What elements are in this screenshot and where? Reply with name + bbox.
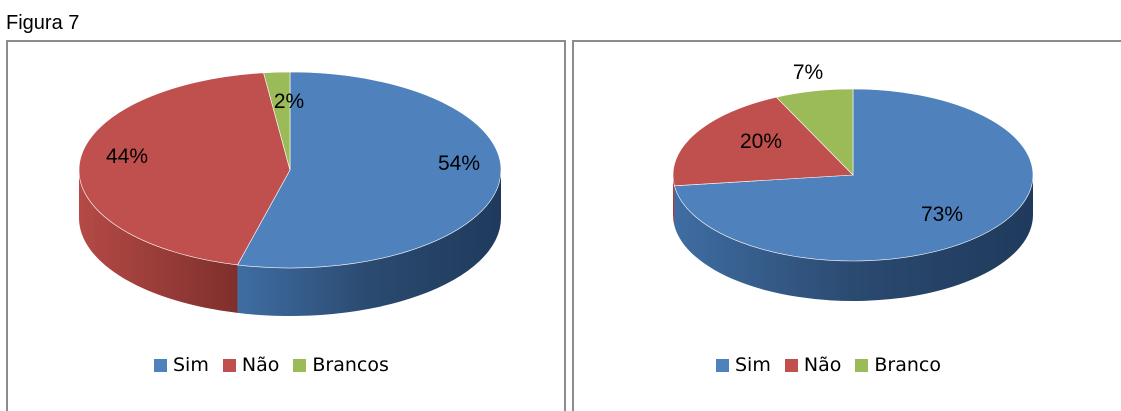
legend-right-item-sim: Sim <box>716 354 771 376</box>
legend-right-label-não: Não <box>803 354 842 376</box>
pie-right-slice-não <box>672 96 854 187</box>
pie-right-data-label-sim: 73% <box>921 203 963 226</box>
pie-right-slice-branco <box>775 88 854 176</box>
legend-right-item-não: Não <box>784 354 842 376</box>
pie-chart-left: 54% 44% 2% <box>78 71 502 316</box>
pie-left-side-sim <box>237 170 502 316</box>
legend-right-swatch-sim <box>716 358 729 372</box>
legend-left: Sim Não Brancos <box>154 354 403 376</box>
pie-right-data-label-não: 20% <box>740 130 782 153</box>
pie-chart-right: 73% 20% 7% <box>672 61 1034 302</box>
legend-left-swatch-sim <box>154 358 167 372</box>
legend-left-item-sim: Sim <box>154 354 209 376</box>
legend-right-item-branco: Branco <box>855 354 941 376</box>
chart-panel-left <box>6 40 566 411</box>
pie-left-side-não <box>79 170 238 313</box>
pie-left-slice-sim <box>237 71 502 269</box>
pie-right-side-sim <box>674 175 1033 302</box>
legend-left-label-brancos: Brancos <box>312 354 389 376</box>
legend-left-swatch-brancos <box>293 358 307 372</box>
legend-left-item-não: Não <box>222 354 280 376</box>
legend-right-label-branco: Branco <box>874 354 941 376</box>
legend-right-label-sim: Sim <box>735 354 771 376</box>
legend-left-label-sim: Sim <box>173 354 209 376</box>
pie-left-data-label-brancos: 2% <box>274 90 304 113</box>
legend-left-item-brancos: Brancos <box>293 354 389 376</box>
pie-left-slice-brancos <box>263 71 291 171</box>
legend-left-swatch-não <box>222 358 236 372</box>
pie-left-data-label-sim: 54% <box>438 152 480 175</box>
pie-right-data-label-branco: 7% <box>793 61 823 84</box>
pie-right-slice-sim <box>674 88 1034 262</box>
chart-panel-right <box>572 40 1121 411</box>
figure-title: Figura 7 <box>6 12 80 34</box>
legend-right: Sim Não Branco <box>716 354 955 376</box>
pie-right-side-não <box>673 175 675 226</box>
legend-left-label-não: Não <box>241 354 280 376</box>
legend-right-swatch-não <box>784 358 798 372</box>
legend-right-swatch-branco <box>855 358 869 372</box>
pie-left-slice-não <box>78 72 291 266</box>
pie-left-data-label-não: 44% <box>106 145 148 168</box>
